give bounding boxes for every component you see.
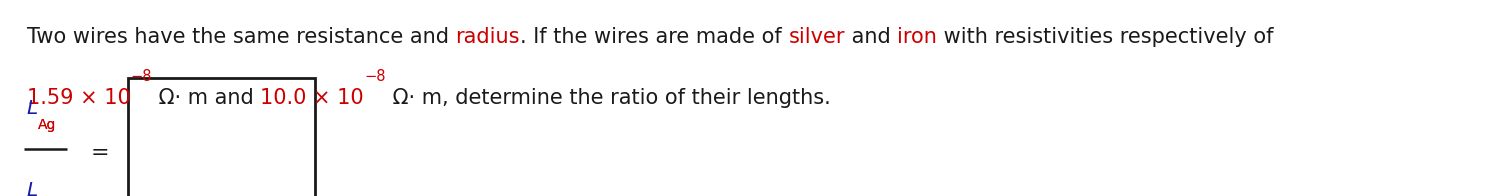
Text: iron: iron xyxy=(897,27,937,47)
Text: 1.59 × 10: 1.59 × 10 xyxy=(27,88,131,108)
Text: L: L xyxy=(27,99,39,118)
Text: −8: −8 xyxy=(364,69,385,84)
Text: silver: silver xyxy=(788,27,844,47)
Text: Ω· m, determine the ratio of their lengths.: Ω· m, determine the ratio of their lengt… xyxy=(385,88,831,108)
Text: Ω· m and: Ω· m and xyxy=(152,88,261,108)
Text: Ag: Ag xyxy=(39,118,57,132)
Text: =: = xyxy=(91,143,109,163)
Text: 10.0 × 10: 10.0 × 10 xyxy=(261,88,364,108)
Text: radius: radius xyxy=(455,27,521,47)
Text: and: and xyxy=(844,27,897,47)
Text: . If the wires are made of: . If the wires are made of xyxy=(521,27,788,47)
Text: Two wires have the same resistance and: Two wires have the same resistance and xyxy=(27,27,455,47)
Text: Ag: Ag xyxy=(39,118,57,132)
Text: −8: −8 xyxy=(131,69,152,84)
Bar xyxy=(128,78,315,196)
Text: with resistivities respectively of: with resistivities respectively of xyxy=(937,27,1274,47)
Text: L: L xyxy=(27,181,39,196)
